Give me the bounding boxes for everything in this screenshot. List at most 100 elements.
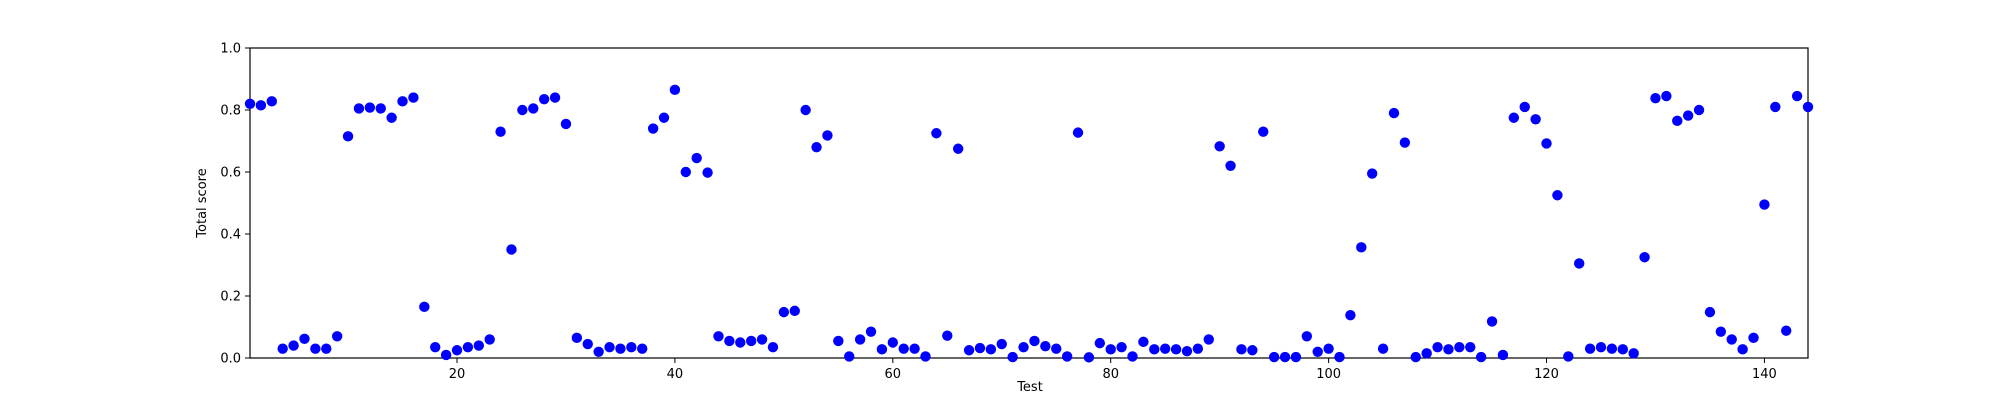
data-point bbox=[1737, 344, 1748, 355]
data-point bbox=[1508, 112, 1520, 123]
data-point bbox=[266, 96, 277, 107]
data-point bbox=[277, 343, 288, 354]
data-point bbox=[1214, 141, 1225, 152]
data-point bbox=[1759, 199, 1770, 210]
data-point bbox=[1170, 344, 1182, 355]
data-point bbox=[963, 345, 975, 356]
data-point bbox=[1159, 343, 1171, 354]
y-axis-title: Total score bbox=[195, 168, 210, 238]
data-point bbox=[517, 104, 528, 116]
data-point bbox=[1454, 341, 1465, 353]
data-point bbox=[1029, 335, 1040, 347]
data-point bbox=[680, 166, 692, 178]
data-point bbox=[887, 337, 899, 348]
y-tick-label: 0.4 bbox=[220, 228, 241, 243]
data-point bbox=[604, 341, 615, 353]
data-point bbox=[1094, 337, 1106, 349]
data-point bbox=[898, 343, 909, 354]
x-tick-label: 20 bbox=[449, 367, 466, 382]
data-point bbox=[1116, 341, 1127, 353]
x-tick-label: 40 bbox=[667, 367, 684, 382]
data-point bbox=[364, 102, 376, 113]
data-point bbox=[844, 351, 855, 362]
data-point bbox=[1312, 346, 1323, 357]
data-point bbox=[942, 330, 953, 341]
data-point bbox=[702, 167, 713, 178]
data-point bbox=[440, 349, 452, 361]
data-point bbox=[1574, 258, 1585, 269]
data-point bbox=[299, 333, 310, 344]
data-point bbox=[1083, 352, 1095, 363]
data-point bbox=[756, 334, 768, 345]
data-point bbox=[833, 335, 844, 347]
data-point bbox=[974, 342, 986, 354]
y-tick-label: 1.0 bbox=[220, 42, 241, 57]
data-point bbox=[1356, 242, 1367, 253]
data-point bbox=[593, 346, 604, 357]
data-point bbox=[1127, 351, 1138, 362]
data-point bbox=[1181, 345, 1193, 357]
data-point bbox=[1061, 351, 1073, 362]
data-point bbox=[1693, 104, 1705, 116]
data-point bbox=[1225, 160, 1236, 171]
data-point bbox=[1334, 351, 1345, 363]
data-point bbox=[1399, 137, 1411, 148]
y-tick-label: 0.0 bbox=[220, 352, 241, 367]
data-point bbox=[909, 343, 920, 354]
data-point bbox=[1639, 252, 1650, 263]
x-tick-label: 80 bbox=[1102, 367, 1119, 382]
data-point bbox=[745, 335, 757, 347]
data-point bbox=[1497, 349, 1509, 361]
data-point bbox=[1715, 326, 1727, 337]
data-point bbox=[1552, 190, 1563, 201]
data-point bbox=[996, 338, 1007, 350]
data-point bbox=[244, 98, 256, 110]
plot-frame bbox=[249, 47, 1809, 359]
data-point bbox=[789, 305, 800, 317]
y-tick-label: 0.6 bbox=[220, 166, 241, 181]
data-point bbox=[1595, 341, 1607, 353]
data-point bbox=[1530, 114, 1541, 125]
data-point bbox=[637, 343, 648, 354]
data-point bbox=[865, 326, 877, 337]
data-point bbox=[430, 341, 441, 353]
x-tick-label: 120 bbox=[1534, 367, 1559, 382]
data-point bbox=[1290, 351, 1302, 363]
data-point bbox=[1465, 341, 1476, 353]
data-point bbox=[876, 344, 888, 355]
data-point bbox=[1606, 343, 1618, 354]
data-point bbox=[647, 123, 659, 134]
data-point bbox=[985, 344, 997, 355]
data-point bbox=[1018, 341, 1029, 353]
x-tick-label: 60 bbox=[885, 367, 902, 382]
data-point bbox=[1345, 310, 1356, 321]
x-tick-label: 100 bbox=[1316, 367, 1341, 382]
data-point bbox=[1421, 348, 1432, 359]
data-point bbox=[1366, 168, 1378, 179]
data-point bbox=[255, 100, 267, 111]
axes: 0.0 0.2 0.4 0.6 0.8 1.0 20 40 60 80 100 120 140 bbox=[220, 42, 1809, 382]
data-point bbox=[1704, 306, 1716, 318]
data-point bbox=[484, 334, 495, 345]
data-point bbox=[1007, 351, 1018, 363]
data-point bbox=[375, 103, 386, 114]
data-point bbox=[1661, 90, 1672, 102]
data-point bbox=[1301, 331, 1313, 342]
x-axis-title: Test bbox=[1016, 380, 1043, 395]
data-point bbox=[1650, 93, 1661, 104]
data-point bbox=[1770, 101, 1781, 113]
data-point bbox=[571, 332, 583, 344]
data-point bbox=[767, 341, 779, 353]
data-point bbox=[1432, 341, 1443, 353]
data-point bbox=[353, 103, 365, 114]
data-point bbox=[1268, 351, 1280, 363]
data-point bbox=[724, 335, 735, 347]
data-point bbox=[1410, 351, 1421, 363]
data-point bbox=[528, 103, 539, 114]
data-point bbox=[1377, 343, 1389, 354]
data-point bbox=[669, 84, 681, 96]
data-point bbox=[658, 112, 670, 123]
data-point bbox=[1323, 343, 1334, 354]
data-point bbox=[1203, 334, 1214, 345]
